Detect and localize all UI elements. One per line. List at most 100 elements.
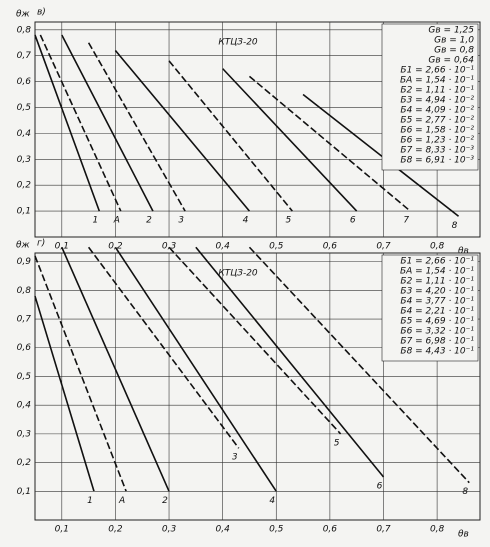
legend-entry: Б8 = 6,91 · 10⁻³ <box>400 156 474 166</box>
curve <box>222 68 358 212</box>
y-tick-label: 0,2 <box>17 458 32 468</box>
y-tick-label: 0,3 <box>17 155 32 165</box>
curve-label: 5 <box>334 438 340 448</box>
x-tick-label: 0,7 <box>376 242 391 252</box>
legend-entry: Б5 = 4,69 · 10⁻¹ <box>400 317 474 327</box>
legend-entry: Б7 = 6,98 · 10⁻¹ <box>400 337 474 347</box>
curve-label: 1 <box>87 496 93 506</box>
legend-entry: Б8 = 4,43 · 10⁻¹ <box>400 347 474 357</box>
legend-entry: Б5 = 2,77 · 10⁻² <box>400 116 474 126</box>
y-tick-label: 0,1 <box>17 487 31 497</box>
curve-label: 3 <box>232 453 238 463</box>
legend-entry: Б6 = 1,58 · 10⁻² <box>400 126 474 136</box>
y-tick-label: 0,1 <box>17 207 31 217</box>
y-tick-label: 0,6 <box>17 77 32 87</box>
curve-label: 3 <box>178 216 184 226</box>
legend-entry: БА = 1,54 · 10⁻¹ <box>400 267 474 277</box>
y-tick-label: 0,8 <box>17 286 32 296</box>
legend-entry: Б2 = 1,11 · 10⁻¹ <box>400 86 474 96</box>
curve <box>114 49 251 212</box>
curve <box>34 295 95 492</box>
curve <box>302 93 460 217</box>
legend-entry: Б6 = 3,32 · 10⁻¹ <box>400 327 474 337</box>
y-tick-label: 0,8 <box>17 25 32 35</box>
curve <box>168 246 342 435</box>
legend-entry: БА = 1,54 · 10⁻¹ <box>400 76 474 86</box>
x-tick-label: 0,6 <box>323 525 338 535</box>
legend-entry: Б7 = 8,33 · 10⁻³ <box>400 146 474 156</box>
y-tick-label: 0,6 <box>17 343 32 353</box>
y-tick-label: 0,7 <box>17 51 32 61</box>
y-tick-label: 0,4 <box>17 129 32 139</box>
curve <box>87 42 186 212</box>
x-tick-label: 0,5 <box>269 525 284 535</box>
y-axis-label: θж <box>16 10 31 20</box>
annotation: КТЦЗ-20 <box>218 269 258 279</box>
curve <box>39 34 122 212</box>
plot-frame <box>34 252 481 521</box>
panel-label: г) <box>37 239 45 249</box>
legend-entry: Б1 = 2,66 · 10⁻¹ <box>400 66 474 76</box>
curve <box>34 255 127 492</box>
y-tick-label: 0,5 <box>17 372 32 382</box>
curve <box>248 75 411 212</box>
y-tick-label: 0,2 <box>17 181 32 191</box>
curve-label: 8 <box>452 221 458 231</box>
curve <box>34 34 101 212</box>
curve <box>114 246 277 492</box>
x-tick-label: 0,5 <box>269 242 284 252</box>
x-tick-label: 0,3 <box>162 242 177 252</box>
legend-entry: Gв = 0,8 <box>434 46 474 56</box>
curve <box>168 60 293 212</box>
legend-entry: Б4 = 2,21 · 10⁻¹ <box>400 307 474 317</box>
x-tick-label: 0,1 <box>55 525 69 535</box>
curve-label: 6 <box>377 481 383 491</box>
legend-entry: Б2 = 1,11 · 10⁻¹ <box>400 277 474 287</box>
curve-label: А <box>118 496 125 506</box>
curve-label: А <box>113 216 120 226</box>
curve <box>61 34 154 212</box>
curve-label: 6 <box>350 216 356 226</box>
curve <box>248 246 470 484</box>
x-axis-label: θв <box>458 247 469 257</box>
curve <box>87 246 240 449</box>
legend-entry: Gв = 1,0 <box>434 36 474 46</box>
x-tick-label: 0,7 <box>376 525 391 535</box>
legend-entry: Gв = 0,64 <box>428 56 474 66</box>
legend-entry: Б3 = 4,94 · 10⁻² <box>400 96 474 106</box>
legend-entry: Б3 = 4,20 · 10⁻¹ <box>400 287 474 297</box>
legend-entry: Gв = 1,25 <box>428 26 474 36</box>
legend-entry: Б1 = 2,66 · 10⁻¹ <box>400 257 474 267</box>
curve <box>195 246 385 478</box>
x-tick-label: 0,8 <box>430 242 445 252</box>
x-axis-label: θв <box>458 530 469 540</box>
legend-box <box>381 23 479 171</box>
y-tick-label: 0,7 <box>17 315 32 325</box>
plot-frame <box>34 21 481 238</box>
x-tick-label: 0,8 <box>430 525 445 535</box>
x-tick-label: 0,2 <box>108 525 123 535</box>
x-tick-label: 0,3 <box>162 525 177 535</box>
curve-label: 5 <box>285 216 291 226</box>
x-tick-label: 0,4 <box>215 242 230 252</box>
curve-label: 2 <box>162 496 168 506</box>
legend-entry: Б6 = 1,23 · 10⁻² <box>400 136 474 146</box>
curve-label: 4 <box>243 216 249 226</box>
legend-entry: Б4 = 4,09 · 10⁻² <box>400 106 474 116</box>
x-tick-label: 0,6 <box>323 242 338 252</box>
y-tick-label: 0,5 <box>17 103 32 113</box>
legend-box <box>381 254 479 362</box>
curve-label: 4 <box>269 496 275 506</box>
curve-label: 8 <box>462 487 468 497</box>
y-tick-label: 0,3 <box>17 429 32 439</box>
x-tick-label: 0,2 <box>108 242 123 252</box>
curve-label: 2 <box>146 216 152 226</box>
y-tick-label: 0,9 <box>17 257 32 267</box>
legend-entry: Б4 = 3,77 · 10⁻¹ <box>400 297 474 307</box>
curve-label: 1 <box>92 216 98 226</box>
annotation: КТЦЗ-20 <box>218 38 258 48</box>
y-axis-label: θж <box>16 241 31 251</box>
y-tick-label: 0,4 <box>17 401 32 411</box>
panel-label: в) <box>37 8 46 18</box>
